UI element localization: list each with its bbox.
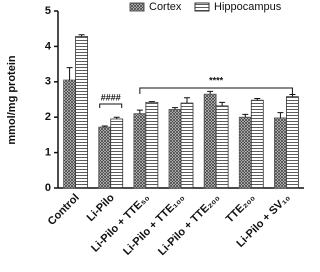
bracket [99,103,123,108]
error-bar [78,34,85,37]
y-tick-label: 4 [45,40,52,52]
error-bar [113,116,120,119]
error-bar [172,107,178,110]
error-bar [148,101,155,103]
legend-label: Cortex [149,1,182,13]
error-bar [289,94,296,97]
annotation: **** [209,75,224,85]
bracket [139,87,293,94]
bar [286,96,299,189]
error-bar [66,67,73,81]
bar [274,117,287,189]
bar [133,113,147,189]
y-tick-label: 3 [45,76,51,88]
bar [238,116,252,189]
y-axis-label: mmol/mg protein [6,55,18,145]
bar [250,99,264,189]
error-bar [219,101,226,106]
bar [98,126,112,189]
error-bar [101,125,108,128]
y-tick-label: 2 [45,111,51,123]
error-bar [207,90,214,95]
error-bar [277,112,284,118]
error-bar [184,97,190,104]
error-bar [242,113,249,118]
legend-swatch [129,2,145,12]
x-tick-label: Li-Pilo + TTE₂₀₀ [156,192,222,258]
bar [145,101,159,189]
y-tick-label: 1 [45,147,51,159]
bar [168,109,182,189]
x-tick-label: Li-Pilo [85,191,117,223]
x-tick-label: Control [46,192,82,228]
x-tick-label: TTE₂₀₀ [224,192,258,226]
legend-label: Hippocampus [214,1,282,13]
legend-swatch [194,2,210,12]
x-tick-label: Li-Pilo + TTE₁₀₀ [121,192,187,258]
bar [215,105,229,189]
bar [75,36,88,189]
chart: mmol/mg protein 0 1 2 3 4 5 Cortex Hippocampus C… [6,1,304,258]
error-bar [136,109,143,114]
annotation: #### [101,92,121,102]
bar [203,93,217,189]
bar [110,118,124,189]
y-tick-label: 5 [45,5,51,17]
error-bar [254,97,261,101]
bar [63,79,76,189]
bar [180,102,194,189]
y-tick-label: 0 [45,182,51,194]
